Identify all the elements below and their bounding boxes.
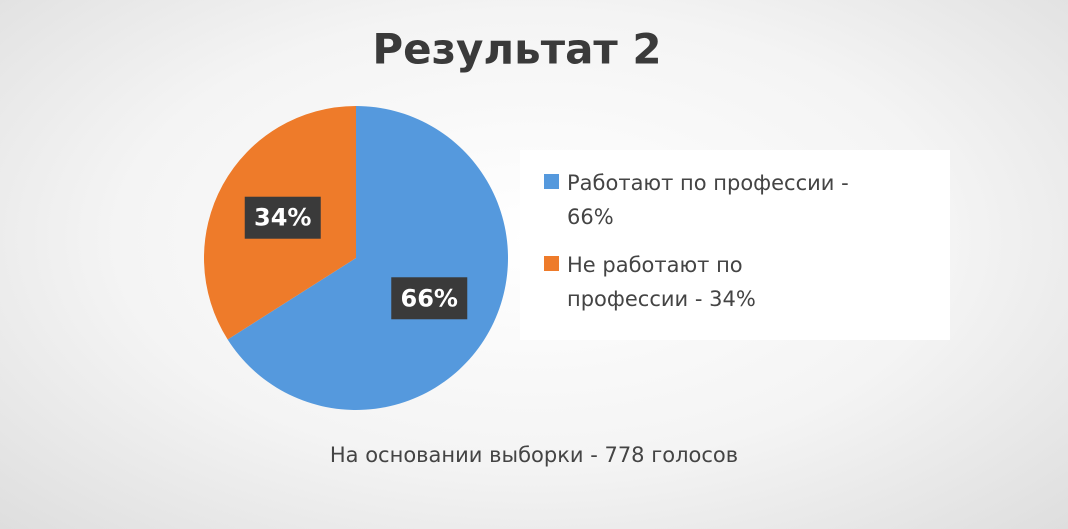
legend-label: Работают по профессии - 66% <box>567 171 849 229</box>
legend-item: Работают по профессии - 66% <box>544 166 950 234</box>
value-label-box <box>391 277 468 320</box>
legend: Работают по профессии - 66% Не работают п… <box>520 150 950 340</box>
value-label: 34% <box>254 204 311 232</box>
legend-item: Не работают по профессии - 34% <box>544 248 950 316</box>
legend-swatch <box>544 174 559 189</box>
legend-swatch <box>544 256 559 271</box>
value-label: 66% <box>401 284 458 312</box>
value-label-box <box>244 196 321 239</box>
chart-title: Результат 2 <box>372 25 661 74</box>
pie-slice <box>227 106 508 410</box>
note: На основании выборки - 778 голосов <box>330 443 738 467</box>
legend-label: Не работают по профессии - 34% <box>567 253 756 311</box>
